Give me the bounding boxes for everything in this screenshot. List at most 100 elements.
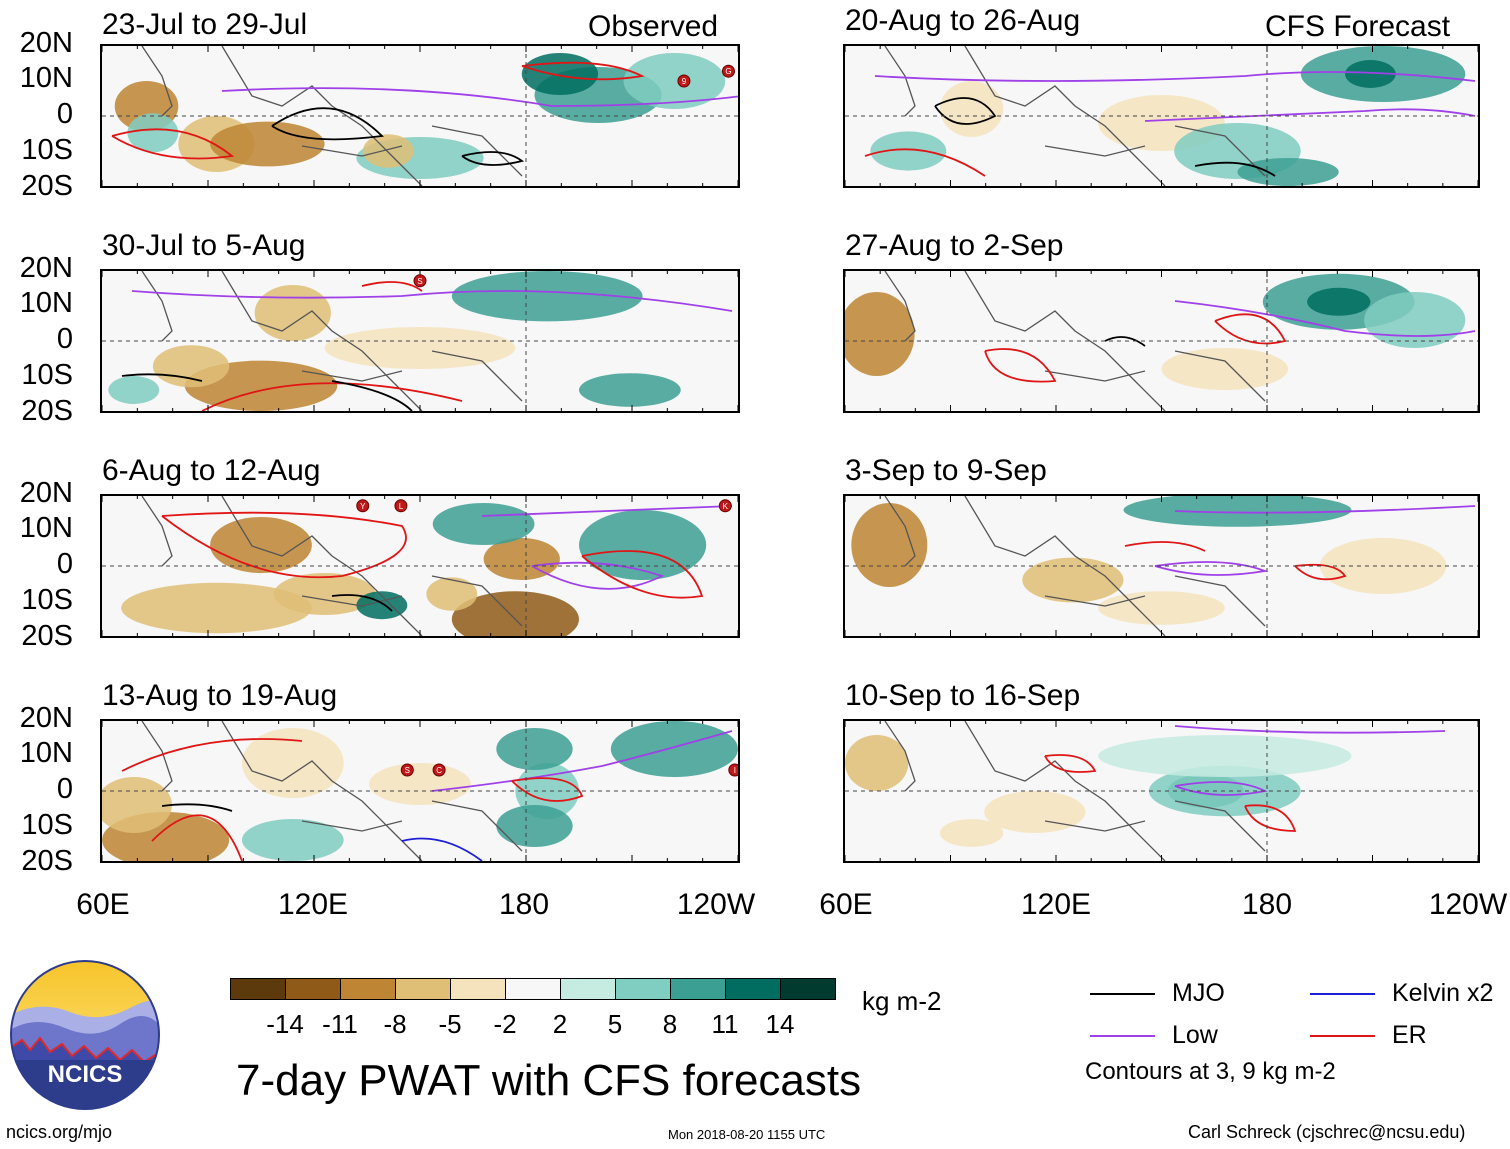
lon-label: 120W xyxy=(1428,888,1508,921)
colorbar-swatch xyxy=(340,978,396,1000)
lat-label: 10N xyxy=(19,287,73,319)
wave-contour xyxy=(461,151,525,166)
wave-contour xyxy=(864,148,986,177)
wave-contour xyxy=(1244,804,1297,832)
lat-label: 0 xyxy=(56,773,73,805)
wave-contour xyxy=(1174,300,1476,337)
panel-title: 13-Aug to 19-Aug xyxy=(102,679,338,712)
legend-swatch-er xyxy=(1310,1035,1375,1037)
coastline xyxy=(884,46,1266,186)
colorbar-label: -5 xyxy=(438,1009,462,1039)
storm-marker: K xyxy=(718,499,732,513)
storm-marker: S xyxy=(400,763,414,777)
pwat-anomaly-blob xyxy=(939,81,1004,137)
wave-contour xyxy=(1044,754,1097,773)
lat-label: 10N xyxy=(19,62,73,94)
storm-marker: 9 xyxy=(677,74,691,88)
map-field xyxy=(845,721,1478,861)
ncics-logo: NCICS xyxy=(10,960,160,1110)
lat-label: 10N xyxy=(19,512,73,544)
colorbar-swatch xyxy=(285,978,341,1000)
colorbar-units: kg m-2 xyxy=(862,986,942,1016)
colorbar-label: 5 xyxy=(607,1009,623,1039)
pwat-anomaly-blob xyxy=(483,538,560,580)
wave-contour xyxy=(984,348,1057,383)
pwat-anomaly-blob xyxy=(515,763,579,819)
pwat-anomaly-blob xyxy=(521,53,599,95)
pwat-anomaly-blob xyxy=(152,345,230,388)
pwat-anomaly-blob xyxy=(451,271,643,322)
lon-label: 120W xyxy=(676,888,756,921)
pwat-anomaly-blob xyxy=(254,285,331,341)
colorbar-label: 8 xyxy=(662,1009,678,1039)
storm-marker-label: 9 xyxy=(682,77,687,86)
storm-marker-label: S xyxy=(405,766,410,775)
panel-title: 6-Aug to 12-Aug xyxy=(102,454,321,487)
storm-marker: Y xyxy=(356,499,370,513)
lat-label: 20N xyxy=(19,252,73,284)
pwat-anomaly-blob xyxy=(984,791,1086,833)
colorbar-swatch xyxy=(450,978,506,1000)
forecast-label: CFS Forecast xyxy=(1265,10,1451,43)
pwat-anomaly-blob xyxy=(210,517,312,573)
pwat-anomaly-blob xyxy=(870,131,947,171)
storm-marker: G xyxy=(721,64,735,78)
lat-label: 20S xyxy=(21,845,73,877)
coastline xyxy=(884,496,1266,636)
pwat-anomaly-blob xyxy=(210,121,325,167)
pwat-anomaly-blob xyxy=(1022,557,1124,603)
pwat-anomaly-blob xyxy=(1237,158,1339,186)
lat-label: 20S xyxy=(21,620,73,652)
wave-contour xyxy=(131,290,733,312)
pwat-anomaly-blob xyxy=(1098,591,1225,625)
pwat-anomaly-blob xyxy=(127,113,179,153)
storm-marker: L xyxy=(394,499,408,513)
colorbar-label: -8 xyxy=(383,1009,407,1039)
storm-marker-label: S xyxy=(417,277,422,286)
pwat-anomaly-blob xyxy=(324,327,516,369)
lat-label: 0 xyxy=(56,548,73,580)
wave-contour xyxy=(331,380,413,411)
colorbar-label: -2 xyxy=(493,1009,517,1039)
legend-label-low: Low xyxy=(1172,1021,1218,1049)
colorbar-swatch xyxy=(780,978,836,1000)
lon-label: 180 xyxy=(498,888,550,921)
wave-contour xyxy=(1154,561,1269,576)
colorbar-label: 11 xyxy=(711,1009,739,1039)
lat-label: 10S xyxy=(21,134,73,166)
wave-contour xyxy=(161,803,233,812)
colorbar-label: -14 xyxy=(266,1009,304,1039)
lat-label: 10S xyxy=(21,584,73,616)
lat-label: 10S xyxy=(21,809,73,841)
wave-contour xyxy=(531,561,665,590)
pwat-anomaly-blob xyxy=(432,503,535,545)
coastline xyxy=(141,496,523,636)
storm-marker-label: K xyxy=(723,502,729,511)
footer-site[interactable]: ncics.org/mjo xyxy=(6,1122,113,1142)
pwat-anomaly-blob xyxy=(851,503,928,587)
wave-contour xyxy=(161,511,407,579)
wave-contour xyxy=(934,97,997,125)
pwat-anomaly-blob xyxy=(426,577,478,611)
map-field xyxy=(845,496,1478,636)
storm-marker: I xyxy=(728,763,738,777)
pwat-anomaly-blob xyxy=(1364,292,1466,348)
pwat-anomaly-blob xyxy=(496,728,573,770)
wave-contour xyxy=(331,594,393,612)
lon-label: 120E xyxy=(1020,888,1092,921)
wave-contour xyxy=(151,814,243,861)
lat-label: 0 xyxy=(56,98,73,130)
footer-author: Carl Schreck (cjschrec@ncsu.edu) xyxy=(1188,1122,1466,1142)
legend-label-er: ER xyxy=(1392,1021,1427,1049)
pwat-anomaly-blob xyxy=(496,805,573,847)
wave-contour xyxy=(1104,336,1146,347)
pwat-anomaly-blob xyxy=(121,582,312,634)
wave-contour xyxy=(1144,108,1476,122)
wave-contour xyxy=(581,550,704,599)
pwat-anomaly-blob xyxy=(579,373,681,407)
legend-label-kelvin: Kelvin x2 xyxy=(1392,979,1494,1007)
